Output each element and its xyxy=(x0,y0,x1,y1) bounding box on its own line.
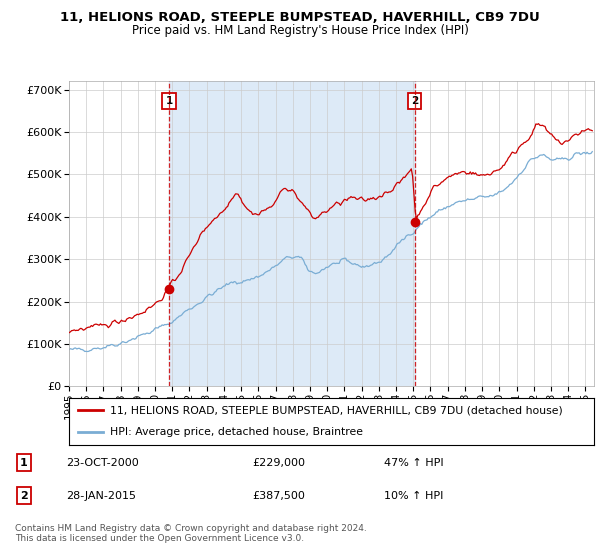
Text: 1: 1 xyxy=(20,458,28,468)
Bar xyxy=(169,81,415,386)
Text: 2: 2 xyxy=(20,491,28,501)
Text: HPI: Average price, detached house, Braintree: HPI: Average price, detached house, Brai… xyxy=(110,427,363,437)
Text: Contains HM Land Registry data © Crown copyright and database right 2024.: Contains HM Land Registry data © Crown c… xyxy=(15,524,367,533)
Text: This data is licensed under the Open Government Licence v3.0.: This data is licensed under the Open Gov… xyxy=(15,534,304,543)
Text: 2: 2 xyxy=(411,96,418,106)
Text: 11, HELIONS ROAD, STEEPLE BUMPSTEAD, HAVERHILL, CB9 7DU: 11, HELIONS ROAD, STEEPLE BUMPSTEAD, HAV… xyxy=(60,11,540,24)
Text: 10% ↑ HPI: 10% ↑ HPI xyxy=(384,491,443,501)
Text: Price paid vs. HM Land Registry's House Price Index (HPI): Price paid vs. HM Land Registry's House … xyxy=(131,24,469,36)
Text: 28-JAN-2015: 28-JAN-2015 xyxy=(66,491,136,501)
Text: 11, HELIONS ROAD, STEEPLE BUMPSTEAD, HAVERHILL, CB9 7DU (detached house): 11, HELIONS ROAD, STEEPLE BUMPSTEAD, HAV… xyxy=(110,405,563,416)
Text: £229,000: £229,000 xyxy=(252,458,305,468)
Text: 1: 1 xyxy=(166,96,173,106)
Text: 47% ↑ HPI: 47% ↑ HPI xyxy=(384,458,443,468)
Text: £387,500: £387,500 xyxy=(252,491,305,501)
Text: 23-OCT-2000: 23-OCT-2000 xyxy=(66,458,139,468)
